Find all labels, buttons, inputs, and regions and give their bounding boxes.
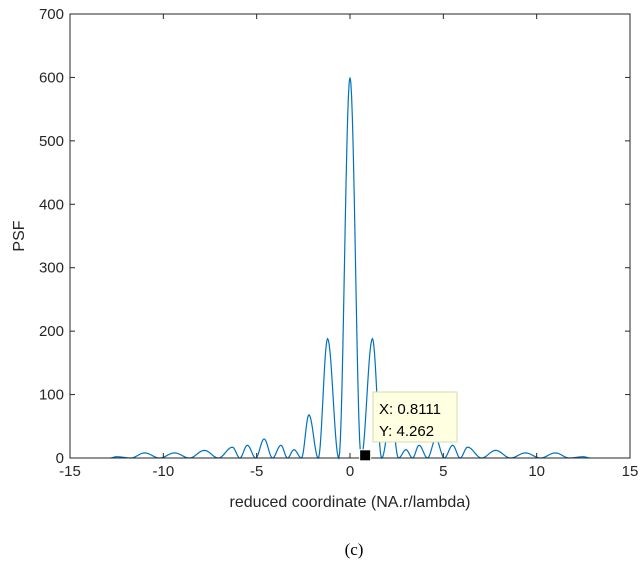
datatip-marker[interactable] [359, 449, 372, 462]
x-tick-label: 5 [439, 463, 447, 480]
y-tick-label: 700 [39, 6, 64, 23]
plot-background [70, 14, 630, 458]
datatip-x-text: X: 0.8111 [379, 401, 441, 418]
x-tick-label: -15 [59, 463, 81, 480]
y-tick-label: 400 [39, 196, 64, 213]
x-tick-label: 0 [346, 463, 354, 480]
y-tick-label: 200 [39, 323, 64, 340]
x-axis: -15 -10 -5 0 5 10 15 [59, 14, 638, 480]
x-tick-label: 10 [528, 463, 545, 480]
x-tick-label: -10 [152, 463, 174, 480]
psf-series [110, 77, 590, 460]
y-tick-label: 600 [39, 69, 64, 86]
datatip-box [372, 391, 458, 443]
y-tick-label: 500 [39, 133, 64, 150]
y-tick-label: 0 [56, 450, 64, 467]
figure-caption: (c) [345, 540, 364, 559]
datatip[interactable]: X: 0.8111 Y: 4.262 [359, 391, 458, 462]
y-axis-label: PSF [11, 220, 28, 251]
y-tick-label: 100 [39, 387, 64, 404]
y-tick-label: 300 [39, 260, 64, 277]
psf-line [110, 77, 590, 460]
x-tick-label: 15 [622, 463, 639, 480]
x-tick-label: -5 [250, 463, 263, 480]
datatip-y-text: Y: 4.262 [379, 423, 434, 440]
x-axis-label: reduced coordinate (NA.r/lambda) [229, 494, 470, 511]
y-axis: 0 100 200 300 400 500 600 700 [39, 6, 630, 467]
